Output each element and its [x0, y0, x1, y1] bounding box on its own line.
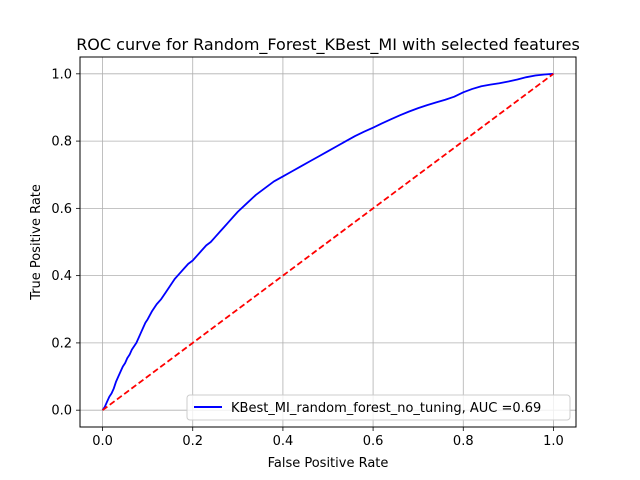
- x-tick-label: 0.6: [363, 434, 384, 449]
- plot-frame: [79, 56, 577, 428]
- y-tick-label: 0.4: [51, 269, 72, 284]
- y-axis-label: True Positive Rate: [29, 184, 44, 301]
- ticks: 0.0 0.2 0.4 0.6 0.8 1.0 0.0 0.2 0.4 0.6 0.8 1.0: [51, 67, 563, 449]
- x-axis-label: False Positive Rate: [268, 456, 389, 471]
- y-tick-label: 0.2: [51, 336, 72, 351]
- x-tick-label: 0.0: [92, 434, 113, 449]
- legend-box: [186, 394, 571, 421]
- y-tick-label: 1.0: [51, 67, 72, 82]
- legend: KBest_MI_random_forest_no_tuning, AUC =0…: [186, 394, 571, 421]
- x-tick-label: 0.8: [453, 434, 474, 449]
- roc-curve-line: [101, 72, 554, 411]
- legend-entry-label: KBest_MI_random_forest_no_tuning, AUC =0…: [231, 401, 541, 416]
- grid: [80, 57, 576, 427]
- y-tick-label: 0.8: [51, 135, 72, 150]
- chart-title: ROC curve for Random_Forest_KBest_MI wit…: [76, 35, 580, 55]
- x-tick-label: 0.4: [273, 434, 294, 449]
- x-tick-label: 1.0: [543, 434, 564, 449]
- series-layer: [101, 72, 554, 411]
- y-tick-label: 0.0: [51, 404, 72, 419]
- x-tick-label: 0.2: [182, 434, 203, 449]
- y-tick-label: 0.6: [51, 202, 72, 217]
- chance-diagonal-line: [102, 73, 554, 411]
